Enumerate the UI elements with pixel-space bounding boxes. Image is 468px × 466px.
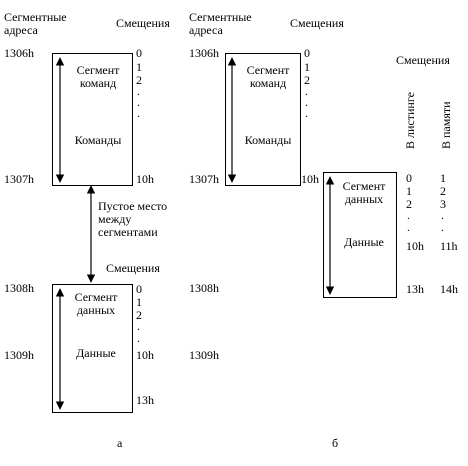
data-segment-title-line2-b: данных xyxy=(344,192,384,206)
code-segment-content-a: Команды xyxy=(74,133,122,147)
memory-offset-14h: 14h xyxy=(440,282,458,296)
address-1309h-b: 1309h xyxy=(189,348,219,362)
data-segment-content-b: Данные xyxy=(344,235,384,249)
code-segment-content-b: Команды xyxy=(244,133,292,147)
offset-1-code-b: 1 xyxy=(304,60,310,74)
offset-2-code-a: 2 xyxy=(136,73,142,87)
data-segment-title-line1-a: Сегмент xyxy=(74,290,118,304)
code-segment-title-line2-a: команд xyxy=(79,76,117,90)
data-segment-box-b xyxy=(323,172,397,298)
offset-0-code-b: 0 xyxy=(304,46,310,60)
address-1308h-a: 1308h xyxy=(4,281,34,295)
code-segment-title-line2-b: команд xyxy=(249,76,287,90)
gap-label-line2-a: между xyxy=(98,212,132,226)
memory-offset-2: 2 xyxy=(440,184,446,198)
offset-dot1-code-b: . xyxy=(305,84,308,98)
offset-10h-data-a: 10h xyxy=(136,348,154,362)
memory-offset-3: 3 xyxy=(440,197,446,211)
offset-dot1-code-a: . xyxy=(137,84,140,98)
panel-caption-b: б xyxy=(332,436,339,450)
offset-13h-data-a: 13h xyxy=(136,393,154,407)
panel-caption-a: а xyxy=(117,436,123,450)
listing-offset-10h: 10h xyxy=(406,239,424,253)
label-offsets-b: Смещения xyxy=(290,16,344,30)
offset-dot1-data-a: . xyxy=(137,319,140,333)
listing-offset-0: 0 xyxy=(406,171,412,185)
listing-offset-2: 2 xyxy=(406,197,412,211)
label-offsets-data-a: Смещения xyxy=(106,261,160,275)
label-offsets-table-b: Смещения xyxy=(396,53,450,67)
offset-dot3-code-b: . xyxy=(305,106,308,120)
listing-offset-13h: 13h xyxy=(406,282,424,296)
offset-0-code-a: 0 xyxy=(136,46,142,60)
label-segment-addresses-line2-a: адреса xyxy=(4,23,38,37)
data-segment-title-line2-a: данных xyxy=(76,303,116,317)
address-1306h-b: 1306h xyxy=(189,46,219,60)
address-1307h-b: 1307h xyxy=(189,172,219,186)
offset-10h-code-b: 10h xyxy=(301,172,319,186)
label-offsets-a: Смещения xyxy=(116,16,170,30)
address-1309h-a: 1309h xyxy=(4,348,34,362)
listing-offset-dot1: . xyxy=(407,208,410,222)
data-segment-box-a xyxy=(52,284,133,413)
offset-1-code-a: 1 xyxy=(136,60,142,74)
listing-offset-1: 1 xyxy=(406,184,412,198)
data-segment-title-line1-b: Сегмент xyxy=(342,179,386,193)
offset-2-data-a: 2 xyxy=(136,308,142,322)
offset-dot2-code-a: . xyxy=(137,95,140,109)
label-segment-addresses-line2-b: адреса xyxy=(189,23,223,37)
offset-dot3-code-a: . xyxy=(137,106,140,120)
address-1307h-a: 1307h xyxy=(4,172,34,186)
code-segment-box-b xyxy=(225,53,301,186)
code-segment-title-line1-a: Сегмент xyxy=(76,63,120,77)
label-segment-addresses-line1-b: Сегментные xyxy=(189,10,252,24)
gap-label-line3-a: сегментами xyxy=(98,225,158,239)
label-segment-addresses-line1-a: Сегментные xyxy=(4,10,67,24)
code-segment-box-a xyxy=(52,53,133,186)
memory-offset-1: 1 xyxy=(440,171,446,185)
data-segment-content-a: Данные xyxy=(76,346,116,360)
address-1308h-b: 1308h xyxy=(189,281,219,295)
offset-dot2-code-b: . xyxy=(305,95,308,109)
memory-offset-dot1: . xyxy=(441,208,444,222)
offset-2-code-b: 2 xyxy=(304,73,310,87)
gap-label-line1-a: Пустое место xyxy=(98,199,168,213)
offset-dot2-data-a: . xyxy=(137,331,140,345)
code-segment-title-line1-b: Сегмент xyxy=(246,63,290,77)
offset-1-data-a: 1 xyxy=(136,295,142,309)
offset-10h-code-a: 10h xyxy=(136,172,154,186)
offset-0-data-a: 0 xyxy=(136,282,142,296)
address-1306h-a: 1306h xyxy=(4,46,34,60)
listing-offset-dot2: . xyxy=(407,220,410,234)
memory-offset-11h: 11h xyxy=(440,239,458,253)
memory-offset-dot2: . xyxy=(441,220,444,234)
